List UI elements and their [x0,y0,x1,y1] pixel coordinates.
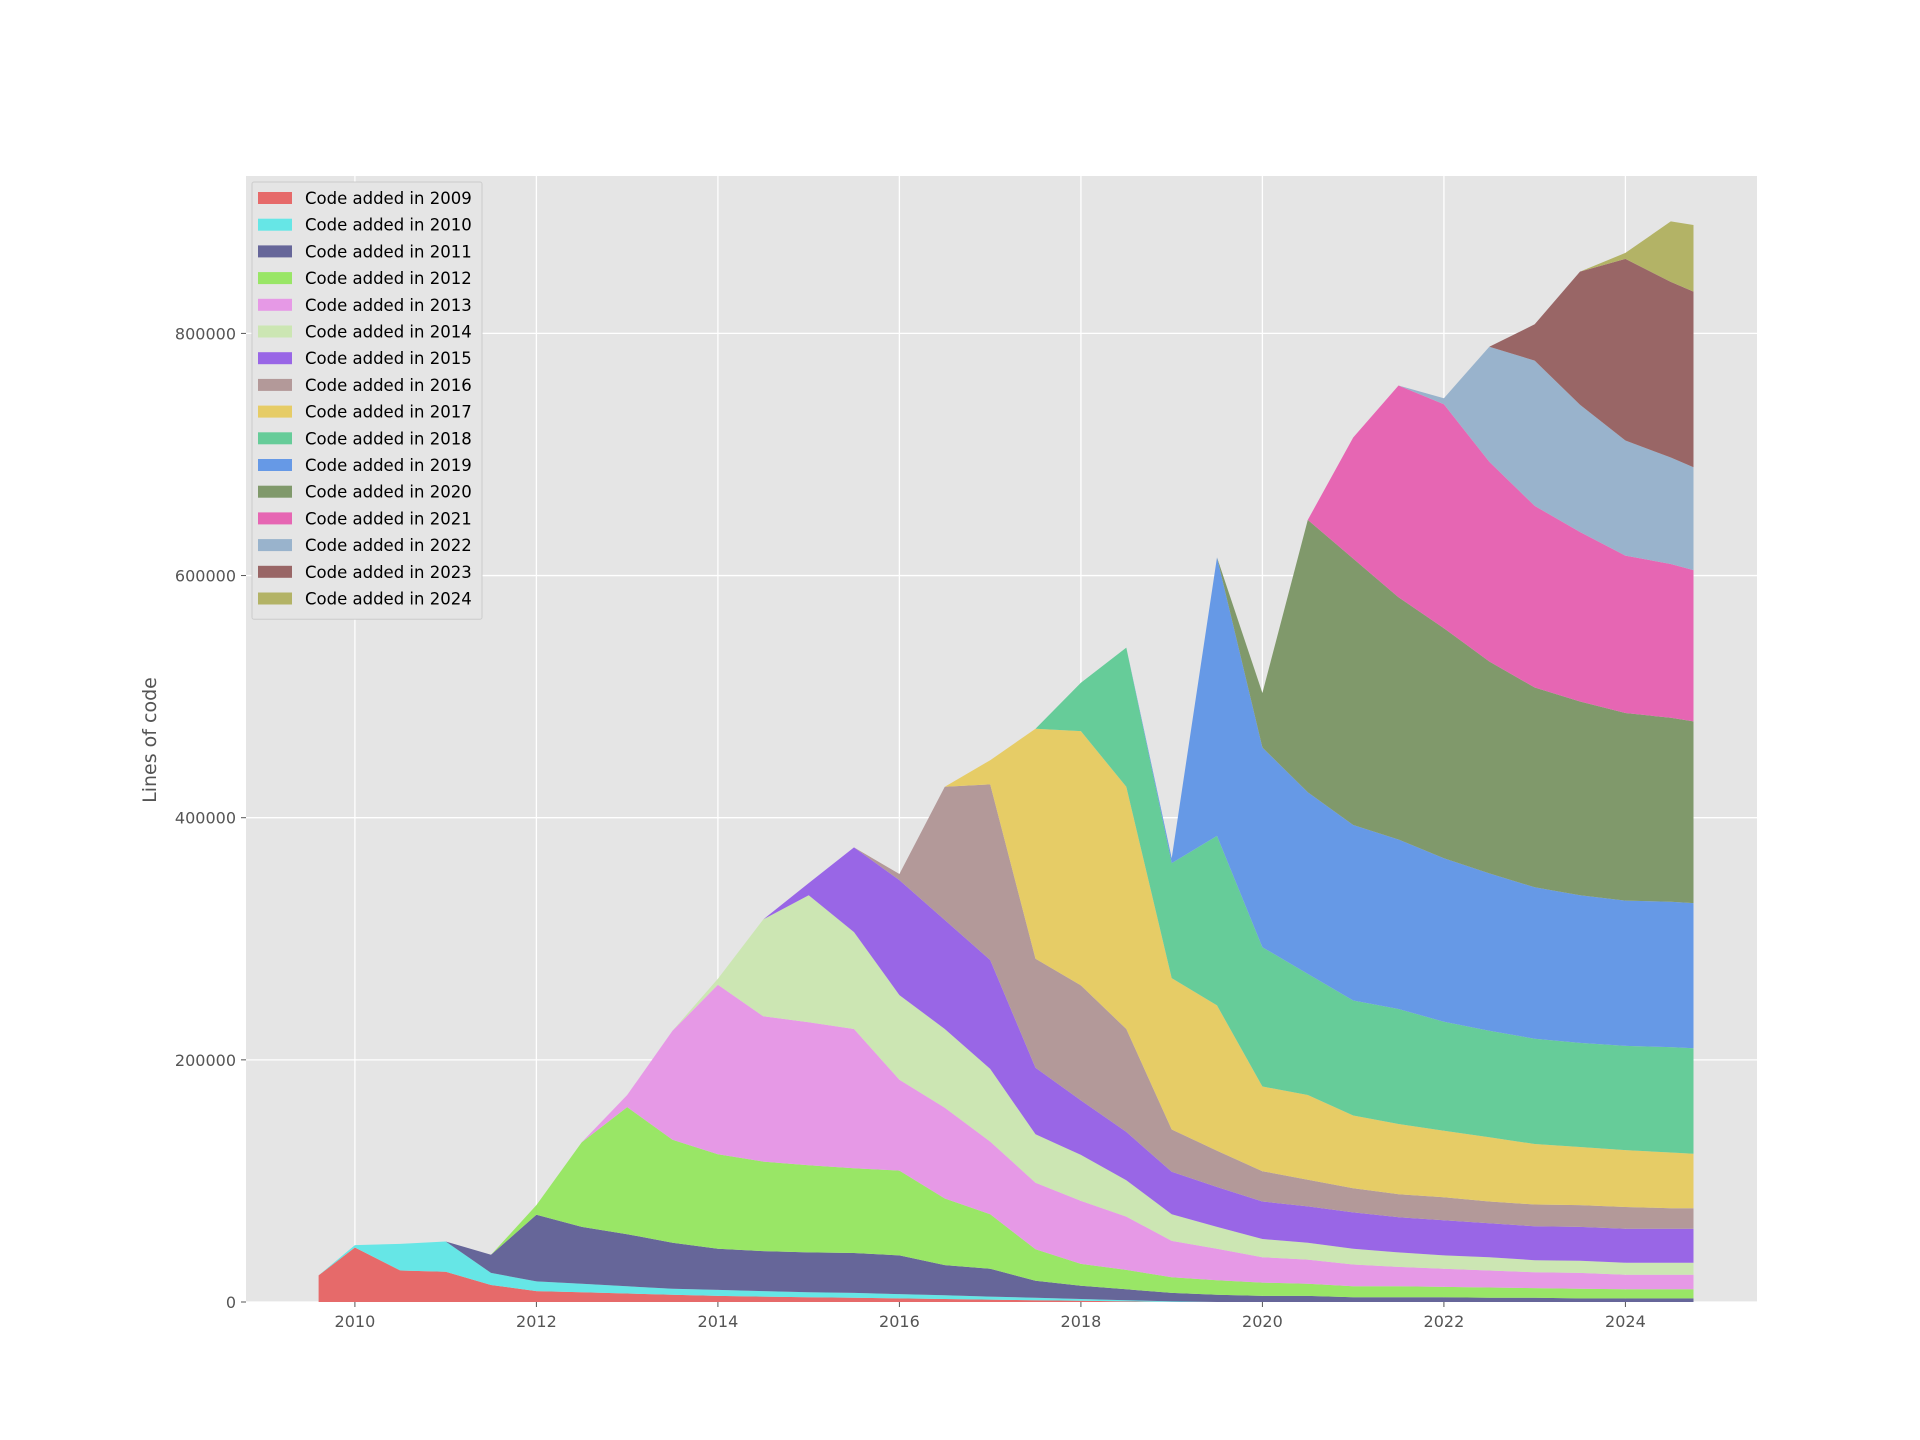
legend-swatch [258,218,292,231]
legend-label: Code added in 2018 [305,429,472,448]
legend-swatch [258,378,292,391]
legend-label: Code added in 2015 [305,349,472,368]
x-tick-label: 2010 [335,1312,376,1331]
legend-swatch [258,272,292,285]
legend-swatch [258,325,292,338]
y-tick-label: 200000 [175,1051,236,1070]
legend-label: Code added in 2019 [305,456,472,475]
legend-swatch [258,565,292,578]
legend-swatch [258,459,292,471]
y-tick-label: 400000 [175,809,236,828]
legend-label: Code added in 2024 [305,590,472,609]
area-series-3 [318,1107,1694,1299]
x-tick-label: 2024 [1605,1312,1646,1331]
legend-label: Code added in 2012 [305,269,472,288]
x-tick-label: 2016 [879,1312,920,1331]
x-tick-label: 2022 [1424,1312,1465,1331]
legend-label: Code added in 2020 [305,483,472,502]
area-series-11 [318,519,1694,1276]
y-tick-label: 0 [226,1293,236,1312]
area-series-7 [318,784,1694,1276]
area-series-13 [318,346,1694,1276]
x-tick-label: 2020 [1242,1312,1283,1331]
legend-label: Code added in 2014 [305,323,472,342]
x-tick-label: 2018 [1061,1312,1102,1331]
y-tick-label: 600000 [175,567,236,586]
area-series-8 [318,728,1694,1276]
area-series-4 [318,984,1694,1290]
legend-swatch [258,405,292,418]
legend-label: Code added in 2023 [305,563,472,582]
legend-label: Code added in 2011 [305,242,472,261]
y-axis-label: Lines of code [139,677,161,803]
legend-swatch [258,512,292,525]
area-series-10 [318,557,1694,1276]
y-axis-ticks: 0 200000 400000 600000 800000 [175,324,246,1312]
x-tick-label: 2014 [698,1312,739,1331]
x-axis-ticks: 2010 2012 2014 2016 2018 2020 2022 2024 [335,1302,1646,1331]
legend-label: Code added in 2017 [305,403,472,422]
area-series-6 [318,847,1694,1276]
legend-swatch [258,245,292,258]
legend-swatch [258,298,292,311]
legend: Code added in 2009 Code added in 2010 Code… [251,181,483,620]
area-series-0 [318,1247,1694,1302]
legend-swatch [258,539,292,552]
legend-swatch [258,485,292,498]
legend-swatch [258,352,292,365]
legend-label: Code added in 2010 [305,216,472,235]
legend-label: Code added in 2009 [305,189,472,208]
area-series-14 [318,258,1694,1276]
legend-label: Code added in 2021 [305,509,472,528]
legend-swatch [258,192,292,204]
legend-label: Code added in 2022 [305,536,472,555]
legend-label: Code added in 2013 [305,296,472,315]
legend-box [251,181,483,620]
y-tick-label: 800000 [175,324,236,343]
legend-swatch [258,432,292,445]
series-areas [318,221,1694,1302]
legend-label: Code added in 2016 [305,376,472,395]
x-tick-label: 2012 [516,1312,557,1331]
legend-swatch [258,592,292,605]
area-series-2 [318,1214,1694,1302]
